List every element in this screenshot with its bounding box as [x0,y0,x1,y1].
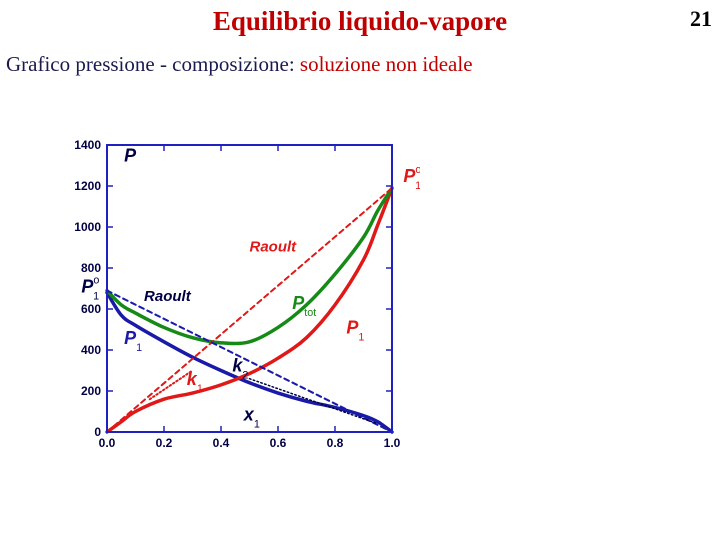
y-tick-label: 1000 [74,220,101,234]
series-k1 [148,369,194,401]
series-raoult_red [106,187,393,433]
annotation-k2: k2 [232,356,248,382]
annotation-raoult-lower: Raoult [144,288,192,305]
annotation-p1-blue: P1 [124,328,142,354]
slide-title: Equilibrio liquido-vapore [212,6,508,36]
series-red [105,186,394,434]
annotation-p-star-left: Po 1 [81,275,99,303]
annotation-group: P Po 1 Raoult Po 1 Raoult Ptot P1 P1 k1 k2 x1 [81,145,420,430]
y-tick-label: 0 [94,425,101,439]
y-tick-label: 200 [81,384,101,398]
annotation-p1-star: Po 1 [403,164,420,192]
x-tick-label: 0.2 [156,436,173,450]
plot-frame [106,144,393,433]
y-tick-label: 1400 [74,138,101,152]
page-number: 21 [690,6,712,31]
series-group [105,186,394,434]
y-tick-label: 600 [81,302,101,316]
x-tick-label: 0.8 [327,436,344,450]
x-tick-label: 0.4 [213,436,230,450]
x-tick-label: 0.6 [270,436,287,450]
x-ticks: 0.0 0.2 0.4 0.6 0.8 1.0 [99,145,401,450]
y-ticks: 0 200 400 600 800 1000 1200 1400 [74,138,392,439]
y-tick-label: 1200 [74,179,101,193]
annotation-p-tot: Ptot [292,293,316,319]
x-tick-label: 1.0 [384,436,401,450]
series-blue [105,290,394,434]
y-tick-label: 400 [81,343,101,357]
annotation-raoult-upper: Raoult [250,239,298,256]
annotation-p1-red: P1 [346,318,364,344]
slide-subtitle: Grafico pressione - composizione: soluzi… [6,52,473,77]
y-tick-label: 800 [81,261,101,275]
x-tick-label: 0.0 [99,436,116,450]
annotation-p-axis: P [124,145,137,165]
series-green [105,186,394,346]
annotation-k1: k1 [187,369,203,395]
subtitle-prefix: Grafico pressione - composizione: [6,52,295,76]
subtitle-highlight: soluzione non ideale [299,52,473,76]
series-k2 [248,377,379,425]
annotation-x1: x1 [243,405,260,431]
series-raoult_blue [106,289,393,433]
